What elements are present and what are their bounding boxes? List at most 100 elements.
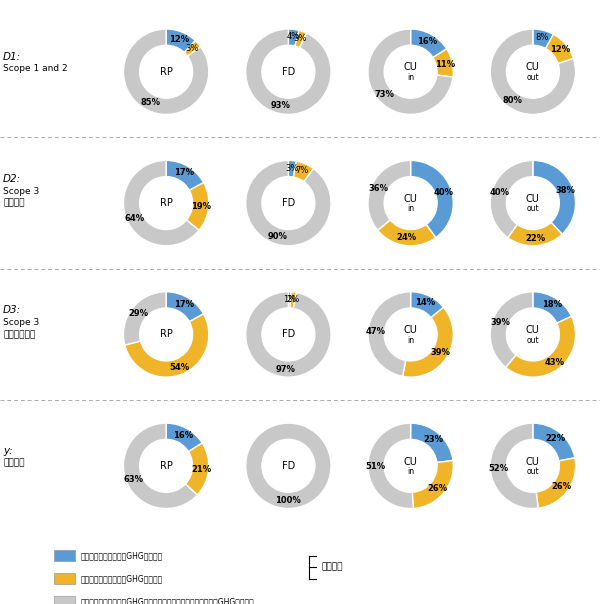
Text: Scope 3: Scope 3: [3, 318, 39, 327]
Text: 3%: 3%: [293, 34, 307, 43]
Text: 90%: 90%: [268, 232, 287, 241]
Wedge shape: [166, 29, 196, 53]
Text: 97%: 97%: [275, 365, 295, 374]
Text: 物質フロー指標改善とGHG排出増加: 物質フロー指標改善とGHG排出増加: [81, 574, 163, 583]
Text: 36%: 36%: [369, 184, 389, 193]
Wedge shape: [124, 423, 197, 509]
Text: CU: CU: [404, 457, 418, 466]
Wedge shape: [378, 220, 436, 246]
Wedge shape: [166, 292, 203, 322]
Text: 3%: 3%: [185, 44, 199, 53]
Text: 16%: 16%: [173, 431, 193, 440]
Text: 16%: 16%: [418, 37, 437, 45]
Wedge shape: [368, 292, 410, 376]
Text: 29%: 29%: [128, 309, 148, 318]
Text: 38%: 38%: [556, 185, 575, 194]
Text: 85%: 85%: [140, 98, 160, 108]
Text: in: in: [407, 467, 414, 476]
Text: out: out: [527, 204, 539, 213]
Wedge shape: [184, 40, 200, 56]
Text: 14%: 14%: [415, 298, 436, 307]
Wedge shape: [245, 161, 331, 246]
Wedge shape: [508, 222, 562, 246]
Wedge shape: [490, 29, 575, 114]
Text: 23%: 23%: [424, 435, 444, 444]
Wedge shape: [185, 443, 209, 495]
Text: 63%: 63%: [124, 475, 144, 484]
Text: RP: RP: [160, 329, 173, 339]
Text: 18%: 18%: [542, 300, 562, 309]
Wedge shape: [245, 292, 331, 377]
Text: Scope 3: Scope 3: [3, 187, 39, 196]
Wedge shape: [506, 316, 575, 377]
Text: CU: CU: [404, 62, 418, 72]
Text: 47%: 47%: [366, 327, 386, 336]
Wedge shape: [536, 458, 575, 508]
Wedge shape: [490, 292, 533, 367]
Text: 93%: 93%: [271, 101, 290, 111]
Wedge shape: [245, 29, 331, 114]
Wedge shape: [124, 29, 209, 114]
Text: D3:: D3:: [3, 305, 21, 315]
Text: 21%: 21%: [191, 464, 211, 474]
Text: 40%: 40%: [434, 188, 454, 197]
Wedge shape: [124, 161, 199, 246]
Wedge shape: [124, 292, 166, 345]
Wedge shape: [125, 314, 209, 377]
Text: 24%: 24%: [396, 233, 416, 242]
Wedge shape: [290, 292, 296, 309]
Text: out: out: [527, 335, 539, 344]
Text: 26%: 26%: [428, 484, 448, 493]
Circle shape: [263, 309, 314, 360]
Text: out: out: [527, 467, 539, 476]
Text: 51%: 51%: [365, 463, 386, 472]
Text: 1%: 1%: [283, 295, 296, 304]
Wedge shape: [533, 29, 553, 48]
Text: 22%: 22%: [545, 434, 565, 443]
Wedge shape: [289, 292, 291, 308]
Text: D1:: D1:: [3, 51, 21, 62]
Text: CU: CU: [526, 325, 540, 335]
Text: 73%: 73%: [374, 91, 394, 100]
Text: 22%: 22%: [525, 234, 545, 243]
Wedge shape: [289, 29, 299, 46]
Wedge shape: [533, 423, 575, 461]
Text: 不整合性: 不整合性: [321, 563, 343, 571]
Circle shape: [385, 440, 436, 492]
Wedge shape: [187, 182, 209, 230]
Wedge shape: [166, 161, 203, 190]
Text: D2:: D2:: [3, 174, 21, 184]
Wedge shape: [410, 292, 443, 318]
Text: 39%: 39%: [490, 318, 510, 327]
Text: RP: RP: [160, 461, 173, 471]
Wedge shape: [368, 161, 410, 230]
Wedge shape: [433, 49, 454, 77]
Text: RP: RP: [160, 66, 173, 77]
Text: in: in: [407, 72, 414, 82]
Wedge shape: [289, 161, 296, 177]
Text: 17%: 17%: [174, 169, 194, 178]
Circle shape: [385, 46, 436, 97]
Wedge shape: [368, 29, 453, 114]
Wedge shape: [545, 34, 574, 63]
Circle shape: [385, 309, 436, 360]
Text: 11%: 11%: [435, 60, 455, 69]
Text: CU: CU: [404, 194, 418, 204]
Text: 最終需要: 最終需要: [3, 458, 25, 467]
Text: 26%: 26%: [551, 482, 571, 491]
Wedge shape: [403, 307, 454, 377]
Text: CU: CU: [526, 194, 540, 204]
Text: CU: CU: [526, 457, 540, 466]
Text: RP: RP: [160, 198, 173, 208]
Text: 3%: 3%: [285, 164, 298, 173]
Wedge shape: [295, 30, 307, 48]
Text: 生産関連: 生産関連: [3, 199, 25, 208]
Text: 40%: 40%: [490, 188, 509, 197]
Text: 物質フロー指標改善とGHG排出削減又は物質フロー指標悪化とGHG排出増加: 物質フロー指標改善とGHG排出削減又は物質フロー指標悪化とGHG排出増加: [81, 597, 255, 604]
Wedge shape: [490, 423, 538, 509]
Text: CU: CU: [526, 62, 540, 72]
Circle shape: [263, 46, 314, 97]
Circle shape: [263, 440, 314, 492]
Circle shape: [507, 309, 559, 360]
Text: 19%: 19%: [191, 202, 211, 211]
